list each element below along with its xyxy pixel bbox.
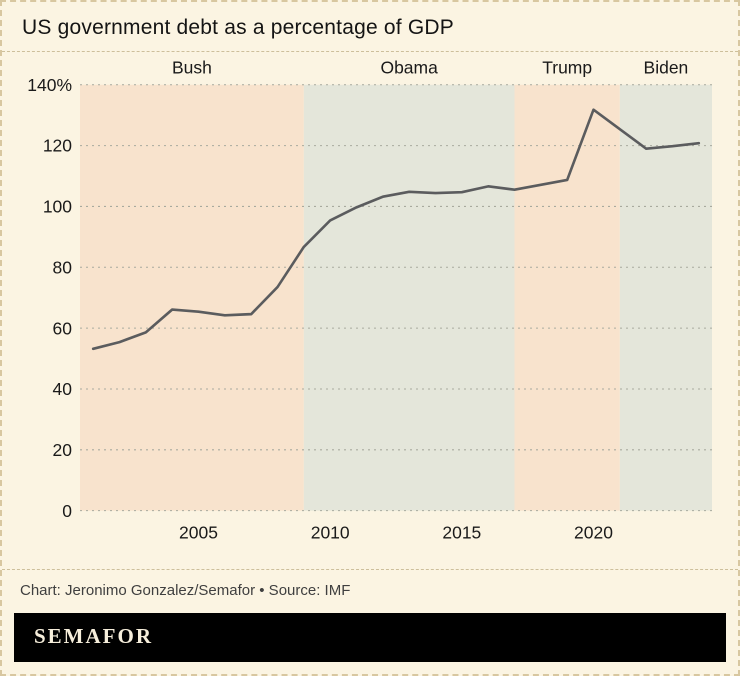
band-biden [619, 84, 712, 511]
debt-line-series [91, 108, 701, 351]
band-label-biden: Biden [644, 57, 689, 77]
band-bush [80, 84, 304, 511]
ytick-label-140: 140% [27, 75, 72, 95]
ytick-label-80: 80 [53, 257, 73, 277]
ytick-label-120: 120 [43, 136, 72, 156]
xtick-label-2015: 2015 [442, 522, 481, 542]
band-obama [303, 84, 515, 511]
band-label-obama: Obama [381, 57, 438, 77]
chart-title: US government debt as a percentage of GD… [22, 16, 454, 39]
credits-line: Chart: Jeronimo Gonzalez/Semafor • Sourc… [2, 569, 738, 611]
ytick-label-100: 100 [43, 196, 72, 216]
ytick-label-0: 0 [62, 501, 72, 521]
band-label-bush: Bush [172, 57, 212, 77]
band-label-trump: Trump [542, 57, 592, 77]
band-trump [514, 84, 620, 511]
debt-chart: Bush Obama Trump Biden 0 20 40 60 80 100 120 140% 20… [27, 57, 712, 542]
chart-area: Bush Obama Trump Biden 0 20 40 60 80 100 120 140% 20… [2, 52, 738, 569]
ytick-label-60: 60 [53, 318, 73, 338]
ytick-label-20: 20 [53, 440, 73, 460]
ytick-label-40: 40 [53, 379, 73, 399]
header: US government debt as a percentage of GD… [2, 2, 738, 52]
xtick-label-2010: 2010 [311, 522, 350, 542]
semafor-logo: SEMAFOR [14, 613, 726, 662]
xtick-label-2005: 2005 [179, 522, 218, 542]
xtick-label-2020: 2020 [574, 522, 613, 542]
